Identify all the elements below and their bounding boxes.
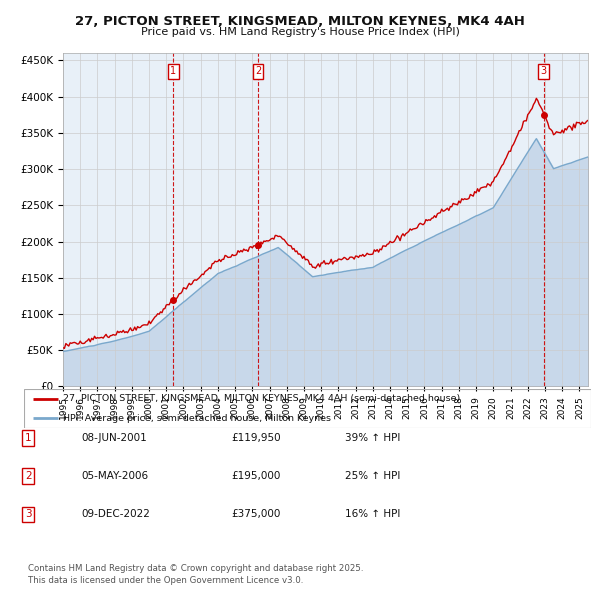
Text: 16% ↑ HPI: 16% ↑ HPI (345, 510, 400, 519)
Text: 2: 2 (255, 67, 261, 77)
Text: Contains HM Land Registry data © Crown copyright and database right 2025.
This d: Contains HM Land Registry data © Crown c… (28, 565, 364, 585)
Text: 27, PICTON STREET, KINGSMEAD, MILTON KEYNES, MK4 4AH: 27, PICTON STREET, KINGSMEAD, MILTON KEY… (75, 15, 525, 28)
Text: 1: 1 (170, 67, 176, 77)
Text: 09-DEC-2022: 09-DEC-2022 (81, 510, 150, 519)
Text: £119,950: £119,950 (231, 433, 281, 442)
Text: £375,000: £375,000 (231, 510, 280, 519)
Text: 2: 2 (25, 471, 32, 481)
Text: 1: 1 (25, 433, 32, 442)
Text: 25% ↑ HPI: 25% ↑ HPI (345, 471, 400, 481)
Text: 27, PICTON STREET, KINGSMEAD, MILTON KEYNES, MK4 4AH (semi-detached house): 27, PICTON STREET, KINGSMEAD, MILTON KEY… (62, 395, 460, 404)
Text: 05-MAY-2006: 05-MAY-2006 (81, 471, 148, 481)
Text: HPI: Average price, semi-detached house, Milton Keynes: HPI: Average price, semi-detached house,… (62, 414, 331, 422)
Text: 39% ↑ HPI: 39% ↑ HPI (345, 433, 400, 442)
Text: 08-JUN-2001: 08-JUN-2001 (81, 433, 147, 442)
Text: 3: 3 (541, 67, 547, 77)
Text: £195,000: £195,000 (231, 471, 280, 481)
Text: Price paid vs. HM Land Registry's House Price Index (HPI): Price paid vs. HM Land Registry's House … (140, 27, 460, 37)
Text: 3: 3 (25, 510, 32, 519)
